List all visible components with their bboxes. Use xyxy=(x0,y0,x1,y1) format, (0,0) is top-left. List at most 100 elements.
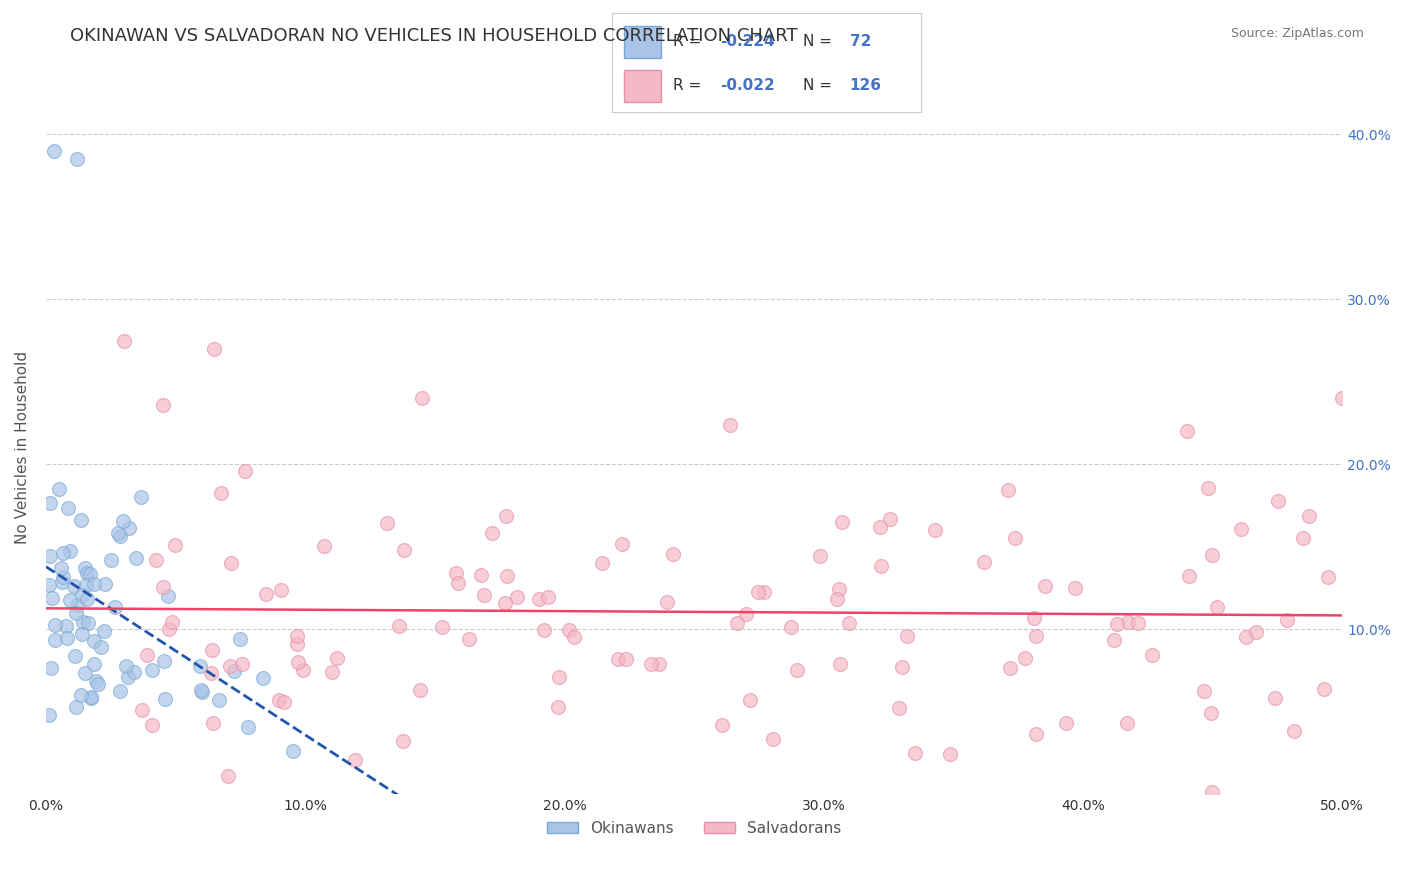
Point xyxy=(80,690,103,705)
Point xyxy=(188,659,211,673)
Point xyxy=(1230,523,1253,537)
Point xyxy=(86,677,108,691)
Point xyxy=(39,661,62,675)
Point xyxy=(1206,599,1229,614)
Point xyxy=(562,630,585,644)
Point xyxy=(924,523,946,537)
Point xyxy=(39,496,62,510)
Point xyxy=(657,594,679,608)
Point xyxy=(273,695,295,709)
Point xyxy=(108,529,131,543)
Point xyxy=(1177,569,1199,583)
Point xyxy=(495,509,517,524)
Point xyxy=(51,575,73,590)
Point xyxy=(408,682,430,697)
Point xyxy=(125,550,148,565)
Point xyxy=(136,648,159,662)
Point xyxy=(63,579,86,593)
Point xyxy=(90,640,112,655)
Point xyxy=(786,663,808,677)
Point xyxy=(80,691,103,706)
Point xyxy=(229,632,252,646)
Point xyxy=(1126,615,1149,630)
Point xyxy=(112,514,135,528)
Point xyxy=(66,153,89,167)
Point xyxy=(76,591,98,606)
Point xyxy=(145,553,167,567)
Point xyxy=(217,768,239,782)
Point xyxy=(738,693,761,707)
Point xyxy=(411,392,433,406)
Point xyxy=(470,567,492,582)
Point xyxy=(326,650,349,665)
Point xyxy=(42,144,65,158)
Point xyxy=(825,591,848,606)
Point xyxy=(1267,494,1289,508)
Point xyxy=(444,566,467,580)
Point xyxy=(65,699,87,714)
Point xyxy=(1234,630,1257,644)
Point xyxy=(1264,691,1286,706)
Point xyxy=(219,557,242,571)
Point xyxy=(56,501,79,516)
Point xyxy=(457,632,479,646)
Point xyxy=(66,598,89,612)
Point xyxy=(1014,650,1036,665)
Point xyxy=(1118,615,1140,629)
Point xyxy=(640,657,662,672)
Point xyxy=(52,570,75,584)
Point xyxy=(190,684,212,698)
Point xyxy=(77,615,100,630)
Point xyxy=(201,642,224,657)
Point xyxy=(747,585,769,599)
Point xyxy=(896,629,918,643)
Point xyxy=(557,623,579,637)
Point xyxy=(1033,579,1056,593)
Point xyxy=(1199,706,1222,720)
Point xyxy=(392,734,415,748)
Point xyxy=(548,670,571,684)
Point xyxy=(59,544,82,558)
Point xyxy=(1282,724,1305,739)
Point xyxy=(939,747,962,761)
Point xyxy=(283,744,305,758)
Point xyxy=(607,652,630,666)
Point xyxy=(292,663,315,677)
Point xyxy=(1201,548,1223,562)
Point xyxy=(533,623,555,637)
Point xyxy=(49,560,72,574)
Point xyxy=(662,547,685,561)
Point xyxy=(312,540,335,554)
Text: N =: N = xyxy=(803,78,837,94)
Point xyxy=(44,617,66,632)
Point xyxy=(83,633,105,648)
Text: -0.022: -0.022 xyxy=(720,78,775,94)
Point xyxy=(117,670,139,684)
Point xyxy=(1201,785,1223,799)
Point xyxy=(100,553,122,567)
Point xyxy=(997,483,1019,498)
Text: 126: 126 xyxy=(849,78,882,94)
Point xyxy=(1275,613,1298,627)
Point xyxy=(1317,570,1340,584)
Text: R =: R = xyxy=(673,34,707,49)
Point xyxy=(1140,648,1163,662)
Point xyxy=(69,513,91,527)
Point xyxy=(160,615,183,629)
Point xyxy=(720,418,742,433)
Point xyxy=(110,683,132,698)
Point xyxy=(202,716,225,731)
Point xyxy=(69,689,91,703)
Point xyxy=(41,591,63,605)
Point xyxy=(270,583,292,598)
Point xyxy=(1116,715,1139,730)
Point xyxy=(163,538,186,552)
Point xyxy=(107,525,129,540)
Point xyxy=(70,626,93,640)
Point xyxy=(388,618,411,632)
Point xyxy=(869,520,891,534)
Point xyxy=(1064,581,1087,595)
Point xyxy=(1025,629,1047,643)
Text: 72: 72 xyxy=(849,34,872,49)
Point xyxy=(122,665,145,679)
